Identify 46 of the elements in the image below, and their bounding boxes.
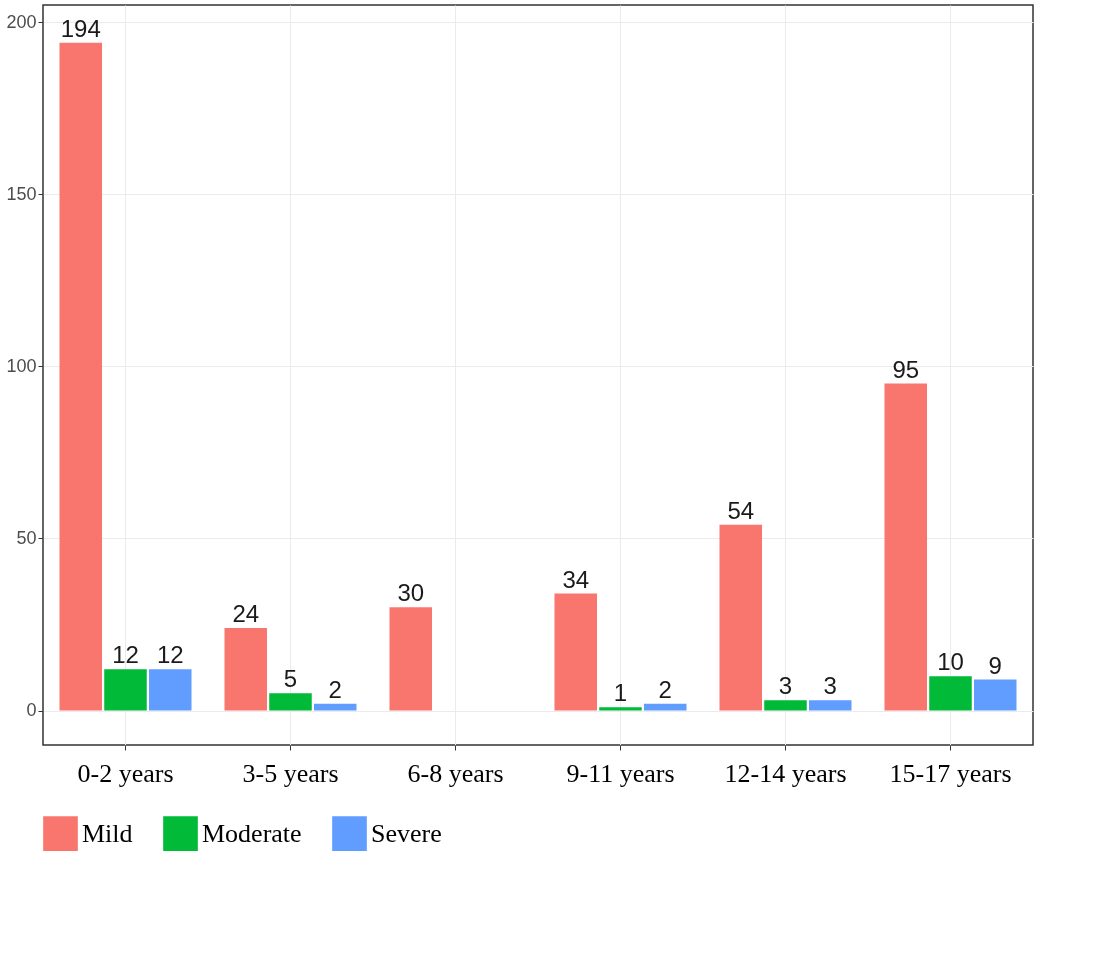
data-label: 95 [892, 355, 920, 383]
bar [313, 703, 357, 711]
data-label: 12 [112, 641, 139, 669]
bar [764, 700, 807, 711]
bar [104, 669, 147, 711]
bar [929, 676, 972, 711]
data-label: 2 [658, 675, 672, 703]
bar [643, 703, 687, 711]
bar [269, 693, 312, 711]
data-label: 5 [283, 665, 298, 693]
data-label: 12 [156, 641, 184, 669]
x-tick-label: 6-8 years [407, 758, 504, 788]
data-label: 1 [613, 679, 628, 707]
x-tick-label: 0-2 years [77, 758, 174, 788]
bar [389, 607, 433, 711]
data-label: 3 [823, 672, 837, 700]
bar [808, 700, 852, 711]
data-label: 9 [988, 651, 1002, 679]
data-label: 24 [232, 599, 260, 627]
data-label: 34 [562, 565, 590, 593]
bar [884, 383, 928, 711]
x-tick-label: 12-14 years [724, 758, 847, 788]
y-tick-label: 150 [6, 183, 37, 204]
bar [599, 707, 642, 711]
y-tick-label: 0 [26, 700, 37, 721]
bar [59, 42, 103, 711]
bar [224, 627, 268, 711]
data-label: 2 [328, 675, 342, 703]
data-label: 194 [60, 14, 101, 42]
data-label: 30 [397, 579, 425, 607]
y-tick-label: 100 [6, 355, 37, 376]
legend-label: Severe [371, 818, 442, 848]
y-tick-label: 50 [16, 527, 37, 548]
legend-label: Moderate [202, 818, 302, 848]
y-tick-label: 200 [6, 11, 37, 32]
data-label: 10 [937, 648, 964, 676]
bar [719, 524, 763, 711]
bar [973, 679, 1017, 711]
bar [148, 669, 192, 711]
data-label: 54 [727, 496, 755, 524]
legend-label: Mild [82, 818, 133, 848]
x-tick-label: 15-17 years [889, 758, 1012, 788]
bar [554, 593, 598, 711]
x-tick-label: 9-11 years [566, 758, 675, 788]
data-label: 3 [778, 672, 793, 700]
x-tick-label: 3-5 years [242, 758, 339, 788]
